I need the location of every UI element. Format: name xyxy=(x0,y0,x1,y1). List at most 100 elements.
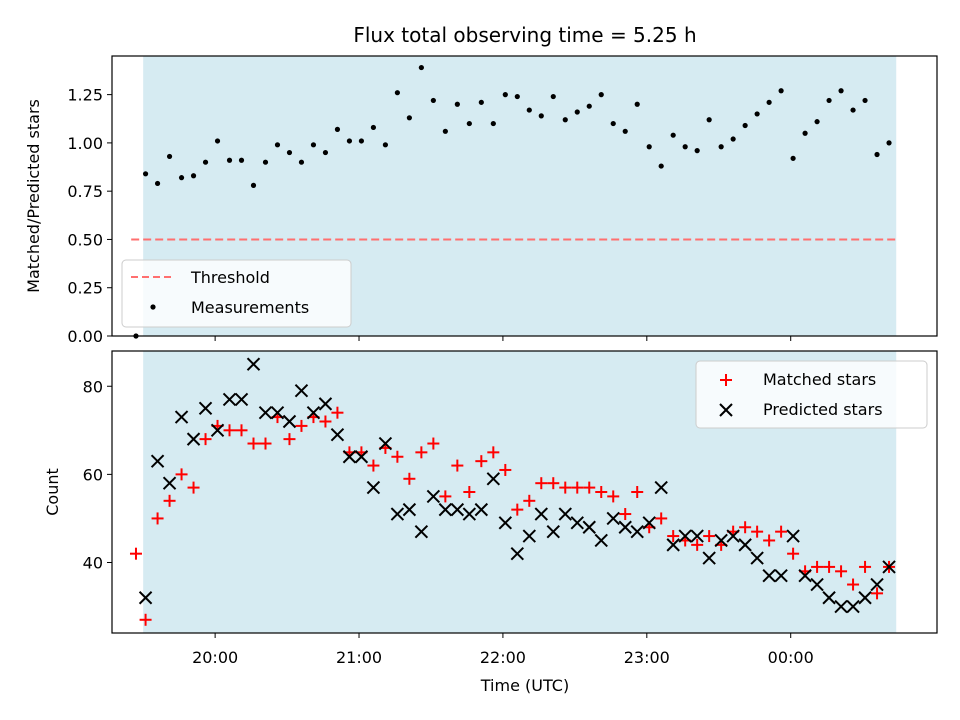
predicted-stars-point xyxy=(414,524,429,539)
measurement-point xyxy=(622,128,628,134)
measurement-point xyxy=(826,97,832,104)
matched-stars-point xyxy=(295,419,308,432)
measurement-point xyxy=(298,159,305,165)
matched-stars-point xyxy=(499,463,512,476)
bottom-legend-box xyxy=(695,360,928,429)
legend-threshold-label: Threshold xyxy=(190,268,270,287)
predicted-stars-point xyxy=(450,502,465,517)
bottom-x-tick-label: 22:00 xyxy=(480,648,526,667)
matched-stars-point xyxy=(415,446,428,459)
measurement-point xyxy=(886,140,892,146)
matched-stars-point xyxy=(859,560,872,573)
measurement-point xyxy=(562,117,568,123)
predicted-stars-points xyxy=(138,357,896,614)
bottom-y-axis-label: Count xyxy=(43,468,62,516)
matched-stars-point xyxy=(487,446,500,459)
predicted-stars-point xyxy=(318,397,333,411)
predicted-stars-point xyxy=(522,529,537,543)
matched-stars-point xyxy=(475,455,488,468)
measurement-point xyxy=(742,122,748,129)
measurement-point xyxy=(718,144,724,150)
bottom-y-tick-label: 80 xyxy=(83,377,103,396)
top-y-tick-label: 0.50 xyxy=(67,230,103,249)
matched-stars-point xyxy=(583,481,596,494)
measurement-point xyxy=(166,153,173,160)
matched-stars-point xyxy=(319,415,332,428)
predicted-stars-point xyxy=(654,480,668,495)
predicted-stars-point xyxy=(822,591,836,605)
predicted-stars-point xyxy=(762,569,776,583)
matched-stars-point xyxy=(463,486,476,498)
predicted-stars-point xyxy=(198,401,213,415)
measurement-point xyxy=(526,107,532,113)
matched-stars-point xyxy=(427,437,440,450)
predicted-stars-point xyxy=(582,520,596,534)
predicted-stars-point xyxy=(186,432,201,446)
matched-stars-point xyxy=(559,481,572,494)
measurement-point xyxy=(658,163,664,169)
predicted-stars-point xyxy=(798,569,812,583)
predicted-stars-point xyxy=(426,489,441,504)
measurement-point xyxy=(394,90,400,96)
predicted-stars-point xyxy=(390,507,405,521)
legend-predicted-label: Predicted stars xyxy=(763,400,883,419)
matched-stars-point xyxy=(331,406,344,419)
predicted-stars-point xyxy=(846,599,860,614)
measurement-point xyxy=(814,119,820,125)
predicted-stars-point xyxy=(558,507,572,521)
matched-stars-point xyxy=(787,547,800,560)
measurement-point xyxy=(370,124,377,131)
x-axis-label: Time (UTC) xyxy=(480,676,569,695)
measurement-point xyxy=(610,120,616,127)
legend-predicted-swatch xyxy=(719,403,733,417)
measurement-point xyxy=(802,130,808,136)
measurement-point xyxy=(598,92,604,98)
measurement-point xyxy=(670,132,676,138)
top-y-tick-label: 0.75 xyxy=(67,182,103,201)
matched-stars-point xyxy=(667,530,680,543)
measurement-point xyxy=(322,149,329,156)
predicted-stars-point xyxy=(618,520,632,534)
measurement-point xyxy=(274,142,281,148)
bottom-y-ticks: 40 60 80 xyxy=(83,377,112,573)
matched-stars-point xyxy=(187,481,200,494)
measurement-point xyxy=(550,93,556,100)
measurement-point xyxy=(586,103,592,109)
matched-stars-point xyxy=(547,477,560,490)
predicted-stars-point xyxy=(486,472,501,486)
measurement-point xyxy=(382,142,389,148)
matched-stars-point xyxy=(151,512,164,525)
predicted-stars-point xyxy=(258,405,273,420)
bottom-legend: Matched stars Predicted stars xyxy=(695,360,928,429)
predicted-stars-point xyxy=(606,511,620,526)
matched-stars-point xyxy=(871,587,884,600)
predicted-stars-point xyxy=(750,551,764,565)
predicted-stars-point xyxy=(474,502,489,517)
matched-stars-point xyxy=(163,494,176,507)
predicted-stars-point xyxy=(174,410,189,424)
legend-measurements-label: Measurements xyxy=(191,298,309,317)
measurement-point xyxy=(874,151,880,158)
matched-stars-point xyxy=(703,530,716,543)
measurement-point xyxy=(226,157,233,163)
measurement-point xyxy=(418,64,424,71)
matched-stars-point xyxy=(523,494,536,507)
matched-stars-point xyxy=(511,503,524,516)
matched-stars-point xyxy=(199,433,212,446)
matched-stars-point xyxy=(439,490,452,503)
chart-title: Flux total observing time = 5.25 h xyxy=(353,23,696,47)
measurement-point xyxy=(766,99,772,105)
predicted-stars-point xyxy=(534,507,548,521)
bottom-y-tick-label: 60 xyxy=(83,465,103,484)
matched-stars-point xyxy=(691,538,704,551)
legend-matched-swatch xyxy=(720,374,732,386)
matched-stars-point xyxy=(847,578,860,591)
measurement-point xyxy=(838,88,844,94)
matched-stars-point xyxy=(283,433,296,446)
legend-matched-label: Matched stars xyxy=(763,370,876,389)
top-legend-box xyxy=(121,259,352,328)
matched-stars-point xyxy=(631,486,644,498)
matched-stars-point xyxy=(751,525,764,538)
predicted-stars-point xyxy=(546,524,560,539)
